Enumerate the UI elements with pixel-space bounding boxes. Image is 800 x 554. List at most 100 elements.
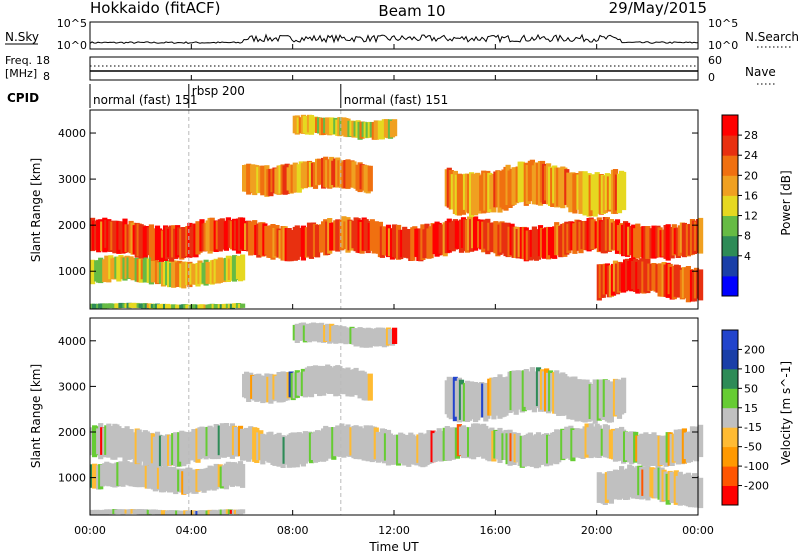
power-echo-band-3 [292,114,398,140]
power-colorbar-label-3: 16 [744,189,758,202]
power-colorbar-swatch-8 [722,115,738,136]
x-tick-label-4: 16:00 [479,524,511,537]
power-yticks: 4000 3000 2000 1000 [58,127,698,278]
nsky-trace [89,33,699,45]
power-echo-band-2 [242,156,373,197]
power-echo-band-4 [444,159,627,218]
velocity-echo-band-2 [242,364,373,404]
velocity-echoes [90,318,704,515]
velocity-colorbar-label-2: 50 [744,382,758,395]
x-tick-label-2: 08:00 [277,524,309,537]
power-echo-cell [240,254,246,281]
power-ytick-label-1: 3000 [58,173,86,186]
power-colorbar-swatch-0 [722,275,738,297]
nsearch-label: N.Search [745,30,799,44]
velocity-colorbar-swatch-0 [722,485,738,506]
nsky-series-line [89,33,699,45]
velocity-colorbar-swatch-3 [722,427,738,448]
freq-label-top: Freq. [5,54,32,67]
power-colorbar-label-0: 28 [744,129,758,142]
velocity-colorbar-label-1: 100 [744,363,765,376]
velocity-ytick-label-2: 2000 [58,426,86,439]
power-colorbar-swatch-7 [722,135,738,156]
power-echo-cell [698,217,704,254]
power-echo-band-1 [90,216,704,262]
power-echo-cell [621,171,627,211]
power-colorbar-swatch-3 [722,215,738,237]
velocity-colorbar-swatch-6 [722,368,738,389]
power-colorbar-label-2: 20 [744,169,758,182]
x-tick-label-6: 00:00 [682,524,714,537]
velocity-echo-band-5 [596,464,704,509]
velocity-colorbar-label-4: -15 [744,421,762,434]
velocity-echo-cell [392,327,398,344]
power-echo-cell [240,303,246,308]
velocity-colorbar-label: Velocity [m s^-1] [779,361,793,465]
velocity-colorbar-frame [721,329,739,506]
velocity-colorbar-label-7: -200 [744,480,769,493]
power-ytick-label-3: 1000 [58,265,86,278]
velocity-echo-cell [621,377,627,414]
velocity-colorbar-swatch-4 [722,407,738,428]
velocity-colorbar-label-6: -100 [744,460,769,473]
velocity-ytick-label-3: 1000 [58,472,86,485]
velocity-echo-band-0 [90,461,246,495]
x-axis-ticks: 00:00 04:00 08:00 12:00 16:00 20:00 00:00 [74,44,714,537]
power-colorbar-label-1: 24 [744,149,758,162]
velocity-colorbar-label-5: -50 [744,441,762,454]
velocity-echo-cell [698,424,704,458]
freq-label-bottom: [MHz] [5,67,37,80]
velocity-colorbar-swatch-5 [722,388,738,409]
power-echo-band-5 [596,257,704,303]
power-panel: 4000 3000 2000 1000 Slant Range [km] [29,109,704,310]
freq-tick-low: 8 [43,70,50,83]
power-colorbar-swatch-6 [722,155,738,176]
x-tick-label-5: 20:00 [581,524,613,537]
power-colorbar-label-6: 4 [744,250,751,263]
cpid-segment-label-1: rbsp 200 [192,84,245,98]
power-colorbar-swatch-2 [722,235,738,257]
velocity-echo-band-6 [90,509,246,515]
station-title: Hokkaido (fitACF) [90,0,221,17]
nave-label: Nave [745,65,776,79]
velocity-colorbar-label-0: 200 [744,343,765,356]
freq-tick-high: 18 [36,54,50,67]
date-title: 29/May/2015 [609,0,707,17]
power-echo-band-6 [90,302,246,309]
power-echo-band-0 [90,254,246,289]
velocity-ytick-label-1: 3000 [58,380,86,393]
velocity-echo-cell [240,464,246,488]
beam-title: Beam 10 [378,2,445,20]
x-axis-label: Time UT [368,540,419,554]
velocity-colorbar-swatch-8 [722,330,738,350]
cpid-segment-label-0: normal (fast) 151 [93,93,197,107]
power-colorbar-label-4: 12 [744,210,758,223]
nave-tick-low: 0 [708,71,715,84]
power-colorbar-label-5: 8 [744,230,751,243]
velocity-colorbar-swatch-1 [722,466,738,486]
nsky-tick-low: 10^0 [57,39,87,52]
velocity-echo-cell [698,477,704,509]
power-echoes [90,110,704,309]
x-tick-label-3: 12:00 [378,524,410,537]
power-ytick-label-2: 2000 [58,219,86,232]
velocity-echo-band-3 [292,322,398,348]
velocity-echo-band-4 [444,367,627,424]
power-colorbar-swatch-1 [722,255,738,277]
nave-tick-high: 60 [708,54,722,67]
power-colorbar-swatch-4 [722,195,738,216]
nsearch-tick-low: 10^0 [708,39,738,52]
x-tick-label-0: 00:00 [74,524,106,537]
cpid-label: CPID [7,91,39,105]
power-colorbar: 28 24 20 16 12 8 4 [721,114,758,297]
power-ylabel: Slant Range [km] [29,158,43,262]
velocity-panel: 4000 3000 2000 1000 Slant Range [km] [29,317,704,516]
velocity-echo-cell [367,373,373,401]
power-ytick-label-0: 4000 [58,127,86,140]
power-colorbar-label: Power [dB] [779,170,793,235]
velocity-colorbar-swatch-2 [722,446,738,467]
nsearch-tick-high: 10^5 [708,17,738,30]
power-colorbar-swatch-5 [722,175,738,196]
